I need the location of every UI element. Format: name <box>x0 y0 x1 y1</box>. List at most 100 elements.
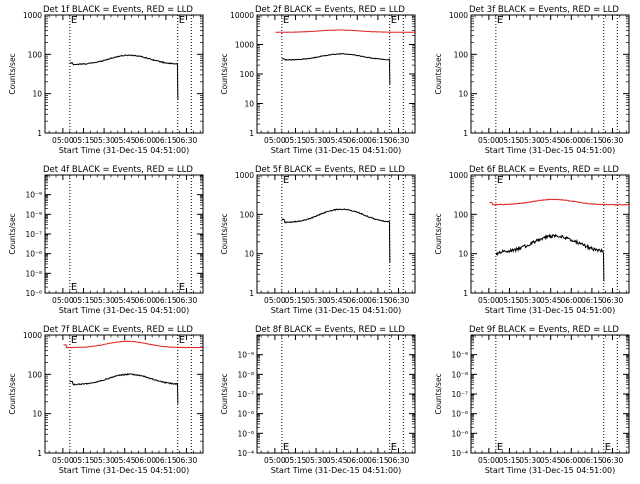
x-tick-label: 05:45 <box>540 136 562 145</box>
y-tick-label: 1000 <box>235 41 254 50</box>
plot-frame <box>470 334 630 454</box>
chart-title: Det 4f BLACK = Events, RED = LLD <box>43 165 193 175</box>
y-tick-label: 10⁻⁹ <box>25 191 42 200</box>
y-tick-label: 1000 <box>235 171 254 180</box>
e-marker: E <box>605 442 611 453</box>
x-tick-label: 05:00 <box>264 296 286 305</box>
chart-title: Det 5f BLACK = Events, RED = LLD <box>255 165 405 175</box>
e-marker: E <box>179 335 185 346</box>
x-tick-label: 05:30 <box>305 296 327 305</box>
chart-title: Det 9f BLACK = Events, RED = LLD <box>469 325 619 335</box>
x-tick-label: 05:45 <box>114 136 136 145</box>
x-tick-label: 06:00 <box>560 296 582 305</box>
x-tick-label: 05:30 <box>305 456 327 465</box>
lld-series-line <box>63 340 204 349</box>
y-tick-label: 100 <box>454 210 469 219</box>
x-tick-label: 05:15 <box>499 456 521 465</box>
y-tick-label: 10000 <box>230 11 254 20</box>
y-axis-label: Counts/sec <box>8 373 17 414</box>
x-axis-label: Start Time (31-Dec-15 04:51:00) <box>59 306 190 315</box>
lld-series-line <box>489 198 631 206</box>
e-marker: E <box>71 282 77 293</box>
x-axis-label: Start Time (31-Dec-15 04:51:00) <box>271 306 402 315</box>
x-tick-label: 05:30 <box>305 136 327 145</box>
x-axis-label: Start Time (31-Dec-15 04:51:00) <box>271 146 402 155</box>
x-tick-label: 05:45 <box>540 296 562 305</box>
x-tick-label: 05:00 <box>478 136 500 145</box>
x-tick-label: 05:15 <box>73 136 95 145</box>
y-tick-label: 10⁻⁶ <box>237 410 254 419</box>
e-marker: E <box>391 15 397 26</box>
x-tick-label: 06:30 <box>176 296 198 305</box>
x-tick-label: 05:45 <box>326 296 348 305</box>
y-tick-label: 10⁻⁶ <box>25 250 42 259</box>
y-tick-label: 10⁻⁹ <box>237 351 254 360</box>
y-axis-label: Counts/sec <box>434 53 443 94</box>
x-tick-label: 06:00 <box>134 136 156 145</box>
events-series-line <box>69 373 179 404</box>
x-tick-label: 05:15 <box>73 296 95 305</box>
e-marker: E <box>179 15 185 26</box>
panel-det6f: Det 6f BLACK = Events, RED = LLD 1 10 100 10… <box>434 165 631 315</box>
y-tick-label: 100 <box>240 70 255 79</box>
x-tick-label: 05:00 <box>264 456 286 465</box>
x-tick-label: 06:00 <box>560 456 582 465</box>
y-tick-label: 100 <box>454 50 469 59</box>
y-axis-label: Counts/sec <box>8 213 17 254</box>
x-tick-label: 05:15 <box>285 296 307 305</box>
y-tick-label: 100 <box>28 370 43 379</box>
panel-det9f: Det 9f BLACK = Events, RED = LLD 10⁻⁴ 10⁻⁶… <box>434 325 630 475</box>
events-series-line <box>495 233 605 282</box>
panel-det4f: Det 4f BLACK = Events, RED = LLD 10⁻⁶ 10⁻⁸… <box>8 165 204 315</box>
chart-title: Det 3f BLACK = Events, RED = LLD <box>469 5 619 15</box>
x-tick-label: 05:00 <box>264 136 286 145</box>
lld-series-line <box>275 29 416 33</box>
panel-det2f: Det 2f BLACK = Events, RED = LLD 1 10 100 10… <box>220 5 416 155</box>
x-tick-label: 05:15 <box>499 296 521 305</box>
e-marker: E <box>179 282 185 293</box>
y-tick-label: 10⁻⁶ <box>237 429 254 438</box>
y-tick-label: 10⁻⁹ <box>451 351 468 360</box>
e-marker: E <box>283 442 289 453</box>
x-axis-label: Start Time (31-Dec-15 04:51:00) <box>485 146 616 155</box>
e-marker: E <box>497 175 503 186</box>
y-tick-label: 10⁻⁶ <box>451 410 468 419</box>
chart-title: Det 2f BLACK = Events, RED = LLD <box>255 5 405 15</box>
x-tick-label: 05:30 <box>93 296 115 305</box>
x-tick-label: 06:15 <box>367 296 389 305</box>
y-axis-label: Counts/sec <box>220 53 229 94</box>
y-tick-label: 1 <box>463 129 468 138</box>
x-tick-label: 06:00 <box>134 296 156 305</box>
x-tick-label: 06:15 <box>367 136 389 145</box>
x-tick-label: 06:15 <box>155 296 177 305</box>
x-tick-label: 05:30 <box>93 136 115 145</box>
y-tick-label: 1000 <box>449 171 468 180</box>
panel-det7f: Det 7f BLACK = Events, RED = LLD 1 10 100 10… <box>8 325 204 475</box>
e-marker: E <box>71 15 77 26</box>
y-tick-label: 100 <box>240 210 255 219</box>
y-axis-label: Counts/sec <box>8 53 17 94</box>
e-marker: E <box>497 442 503 453</box>
panel-det3f: Det 3f BLACK = Events, RED = LLD 1 10 100 10… <box>434 5 630 155</box>
x-tick-label: 05:30 <box>519 456 541 465</box>
x-tick-label: 05:30 <box>519 136 541 145</box>
y-tick-label: 1 <box>249 289 254 298</box>
x-tick-label: 06:00 <box>346 136 368 145</box>
x-tick-label: 05:15 <box>285 136 307 145</box>
events-series-line <box>281 52 391 85</box>
y-axis-label: Counts/sec <box>434 373 443 414</box>
y-axis-label: Counts/sec <box>220 373 229 414</box>
x-tick-label: 06:15 <box>155 136 177 145</box>
e-marker: E <box>283 175 289 186</box>
x-tick-label: 05:15 <box>73 456 95 465</box>
y-tick-label: 1 <box>37 449 42 458</box>
x-tick-label: 06:30 <box>602 136 624 145</box>
x-tick-label: 06:15 <box>367 456 389 465</box>
x-tick-label: 06:00 <box>346 296 368 305</box>
e-marker: E <box>497 15 503 26</box>
events-series-line <box>69 54 179 100</box>
x-axis-label: Start Time (31-Dec-15 04:51:00) <box>485 306 616 315</box>
x-tick-label: 06:30 <box>388 296 410 305</box>
y-tick-label: 10 <box>458 90 468 99</box>
plot-frame <box>256 174 416 294</box>
